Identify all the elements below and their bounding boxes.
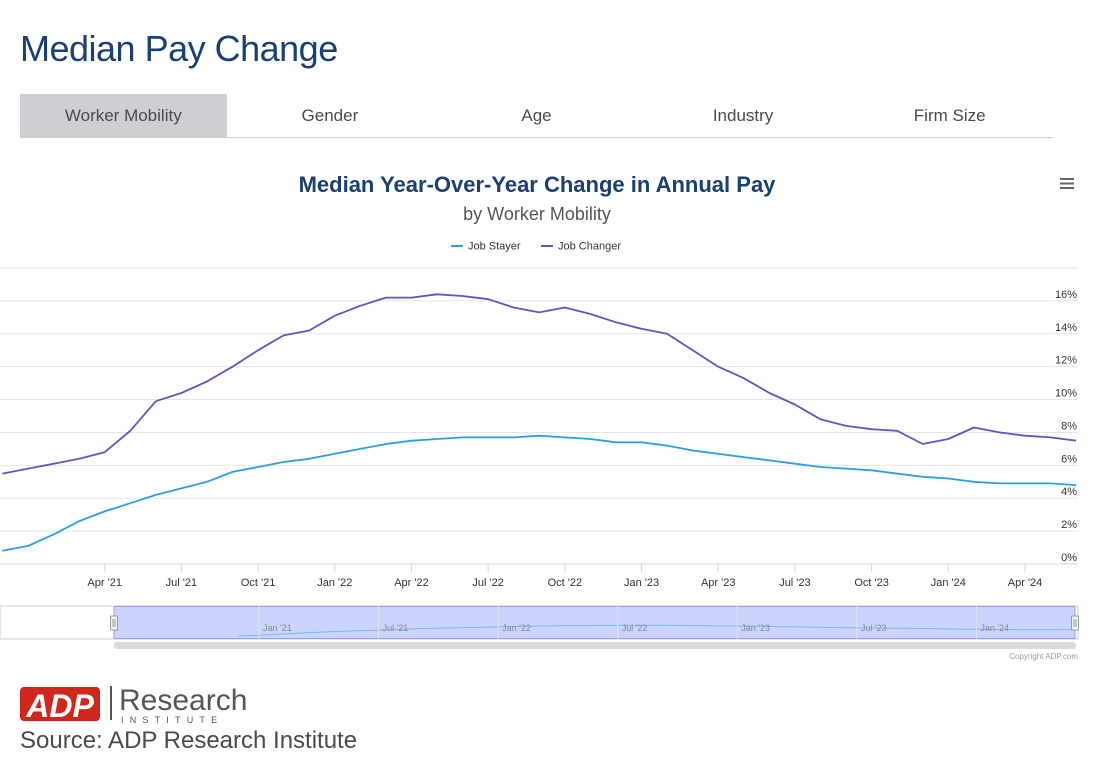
- logo-sub: INSTITUTE: [121, 715, 223, 724]
- pay-change-chart: Median Year-Over-Year Change in Annual P…: [0, 172, 1079, 649]
- tab-industry[interactable]: Industry: [712, 105, 774, 125]
- tab-gender[interactable]: Gender: [301, 105, 359, 125]
- source-note: Source: ADP Research Institute: [20, 727, 358, 754]
- legend-item-job-stayer[interactable]: Job Stayer: [451, 241, 521, 253]
- navigator-tick-label: Jan '22: [502, 623, 531, 633]
- x-tick-label: Oct '22: [548, 577, 583, 589]
- x-tick-label: Jan '24: [931, 577, 966, 589]
- x-tick-label: Apr '24: [1008, 577, 1043, 589]
- y-tick-label: 16%: [1055, 289, 1077, 301]
- y-tick-label: 2%: [1061, 519, 1077, 531]
- navigator-handle-right[interactable]: [1071, 615, 1079, 631]
- x-tick-label: Oct '21: [241, 577, 276, 589]
- chart-subtitle: by Worker Mobility: [463, 204, 611, 224]
- logo-name: Research: [119, 684, 247, 717]
- x-axis-ticks: Apr '21 Jul '21 Oct '21 Jan '22 Apr '22 Jul '…: [87, 564, 1042, 589]
- navigator: Jan '21 Jul '21 Jan '22 Jul '22 Jan '23 Jul '…: [0, 605, 1079, 640]
- tab-bar: Worker Mobility Gender Age Industry Firm…: [20, 94, 1053, 138]
- navigator-tick-label: Jan '21: [263, 623, 292, 633]
- y-tick-label: 6%: [1061, 453, 1077, 465]
- navigator-scrollbar-track[interactable]: [114, 642, 1076, 649]
- chart-title: Median Year-Over-Year Change in Annual P…: [299, 172, 777, 197]
- adp-research-institute-logo: ADP Research INSTITUTE: [20, 684, 247, 724]
- tab-worker-mobility[interactable]: Worker Mobility: [20, 94, 227, 137]
- y-axis-ticks: 0% 2% 4% 6% 8% 10% 12% 14% 16%: [1055, 289, 1077, 564]
- x-tick-label: Apr '21: [87, 577, 122, 589]
- navigator-tick-label: Jul '23: [861, 623, 887, 633]
- x-tick-label: Jul '21: [166, 577, 197, 589]
- series-line-job-changer[interactable]: [2, 293, 1077, 475]
- navigator-selection[interactable]: [113, 606, 1076, 639]
- adp-logo-mark: ADP: [20, 687, 100, 724]
- navigator-tick-label: Jan '23: [741, 623, 770, 633]
- x-tick-label: Jan '23: [624, 577, 659, 589]
- y-tick-label: 10%: [1055, 388, 1077, 400]
- navigator-tick-label: Jul '21: [383, 623, 409, 633]
- plot-series: [2, 293, 1077, 552]
- x-tick-label: Jan '22: [317, 577, 352, 589]
- legend-item-job-changer[interactable]: Job Changer: [541, 241, 621, 253]
- page-title: Median Pay Change: [20, 28, 338, 69]
- legend-label-job-stayer: Job Stayer: [468, 241, 521, 253]
- svg-text:ADP: ADP: [25, 688, 94, 724]
- copyright: Copyright ADP.com: [1009, 652, 1078, 661]
- navigator-tick-label: Jan '24: [980, 623, 1009, 633]
- legend: Job Stayer Job Changer: [451, 241, 621, 253]
- series-line-job-stayer[interactable]: [2, 434, 1077, 552]
- y-tick-label: 0%: [1061, 552, 1077, 564]
- navigator-handle-left[interactable]: [110, 615, 118, 631]
- legend-label-job-changer: Job Changer: [558, 241, 621, 253]
- tab-age[interactable]: Age: [521, 105, 552, 125]
- hamburger-menu-icon[interactable]: [1060, 178, 1074, 189]
- x-tick-label: Jul '22: [472, 577, 503, 589]
- y-tick-label: 8%: [1061, 420, 1077, 432]
- x-tick-label: Jul '23: [779, 577, 810, 589]
- x-tick-label: Apr '22: [394, 577, 429, 589]
- navigator-tick-label: Jul '22: [622, 623, 648, 633]
- tab-firm-size[interactable]: Firm Size: [913, 105, 986, 125]
- x-tick-label: Oct '23: [854, 577, 889, 589]
- x-tick-label: Apr '23: [701, 577, 736, 589]
- y-tick-label: 4%: [1061, 486, 1077, 498]
- y-tick-label: 12%: [1055, 355, 1077, 367]
- y-tick-label: 14%: [1055, 322, 1077, 334]
